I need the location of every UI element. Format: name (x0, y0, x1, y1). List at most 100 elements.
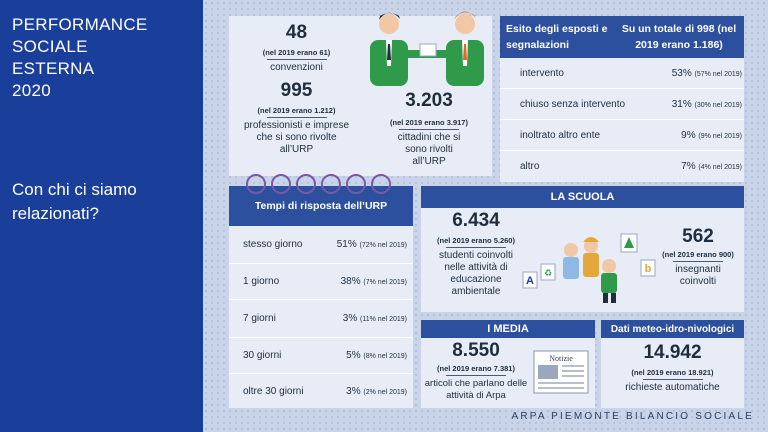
response-times-card: Tempi di risposta dell’URP stesso giorno… (229, 186, 413, 408)
media-header: I MEDIA (421, 320, 595, 338)
row-label: inoltrato altro ente (520, 129, 601, 141)
row-prev: (8% nel 2019) (363, 353, 407, 360)
list-item: inoltrato altro ente 9% (9% nel 2019) (500, 120, 744, 151)
school-header: LA SCUOLA (421, 186, 744, 208)
row-prev: (30% nel 2019) (694, 101, 742, 109)
row-value: 53% (57% nel 2019) (652, 68, 742, 79)
list-item: stesso giorno 51% (72% nel 2019) (229, 226, 413, 264)
requests-value: 14.942 (643, 342, 702, 363)
meteo-header: Dati meteo-idro-nivologici (601, 320, 744, 338)
list-item: chiuso senza intervento 31% (30% nel 201… (500, 89, 744, 120)
row-value: 5% (8% nel 2019) (329, 350, 407, 361)
row-prev: (4% nel 2019) (698, 164, 742, 171)
row-prev: (11% nel 2019) (360, 316, 407, 323)
recycle-card-icon (540, 263, 556, 281)
title-line: 2020 (12, 81, 52, 100)
row-pct: 9% (681, 129, 696, 141)
title-line: SOCIALE (12, 37, 88, 56)
conventions-label: convenzioni (270, 62, 323, 73)
teachers-value: 562 (682, 226, 714, 247)
document-icon (419, 43, 437, 57)
articles-prev: (nel 2019 erano 7.381) (437, 364, 515, 373)
sidebar-panel: PERFORMANCE SOCIALE ESTERNA 2020 Con chi… (0, 0, 203, 432)
child-head (564, 243, 578, 257)
title-line: PERFORMANCE (12, 15, 148, 34)
citizens-prev: (nel 2019 erano 3.917) (390, 118, 468, 127)
letter-card-icon (522, 271, 538, 289)
divider (266, 117, 327, 118)
requests-label: richieste automatiche (625, 382, 720, 393)
requests-prev: (nel 2019 erano 18.921) (631, 368, 714, 377)
divider (446, 375, 506, 376)
letter-a: A (526, 275, 534, 287)
row-label: stesso giorno (243, 239, 303, 250)
row-value: 7% (4% nel 2019) (652, 161, 742, 172)
divider (642, 379, 703, 380)
list-item: 1 giorno 38% (7% nel 2019) (229, 264, 413, 300)
divider (673, 261, 723, 262)
students-value: 6.434 (452, 210, 500, 231)
svg-text:♻: ♻ (544, 269, 552, 279)
row-label: 30 giorni (243, 350, 282, 361)
list-item: intervento 53% (57% nel 2019) (500, 58, 744, 89)
list-item: 7 giorni 3% (11% nel 2019) (229, 300, 413, 338)
row-pct: 5% (346, 350, 361, 361)
conventions-value: 48 (285, 22, 308, 43)
page-title: PERFORMANCE SOCIALE ESTERNA 2020 (12, 14, 148, 102)
professionals-prev: (nel 2019 erano 1.212) (257, 106, 336, 115)
divider (446, 247, 506, 248)
title-line: ESTERNA (12, 59, 95, 78)
row-pct: 53% (671, 67, 692, 79)
divider (399, 129, 459, 130)
articles-value: 8.550 (452, 340, 500, 361)
letter-card-icon (640, 259, 656, 277)
row-prev: (9% nel 2019) (698, 132, 742, 140)
students-prev: (nel 2019 erano 5.260) (437, 236, 515, 245)
reports-outcome-total: Su un totale di 998 (nel 2019 erano 1.18… (621, 23, 737, 51)
handshake-people-illustration (370, 11, 484, 86)
row-label: altro (520, 161, 540, 172)
page-subtitle: Con chi ci siamo relazionati? (12, 180, 137, 223)
reports-outcome-card: Esito degli esposti e segnalazioni Su un… (500, 16, 744, 182)
list-item: 30 giorni 5% (8% nel 2019) (229, 338, 413, 374)
row-label: oltre 30 giorni (243, 385, 304, 397)
row-pct: 31% (671, 98, 692, 110)
row-value: 3% (11% nel 2019) (329, 313, 407, 324)
reports-outcome-header: Esito degli esposti e segnalazioni Su un… (500, 16, 744, 58)
divider (266, 59, 327, 60)
professionals-value: 995 (280, 80, 313, 101)
letter-b: b (645, 263, 652, 275)
school-card: LA SCUOLA 6.434 (nel 2019 erano 5.260) s… (421, 186, 744, 312)
teachers-label: insegnanti coinvolti (675, 264, 721, 287)
row-prev: (72% nel 2019) (359, 242, 407, 249)
row-pct: 51% (336, 239, 357, 250)
students-label: studenti coinvolti nelle attività di edu… (439, 250, 513, 297)
list-item: oltre 30 giorni 3% (2% nel 2019) (229, 374, 413, 408)
row-pct: 3% (346, 385, 361, 397)
row-prev: (7% nel 2019) (363, 279, 407, 286)
row-pct: 3% (342, 313, 358, 324)
row-prev: (2% nel 2019) (363, 388, 407, 396)
conventions-prev: (nel 2019 erano 61) (262, 48, 331, 57)
professionals-label: professionisti e imprese che si sono riv… (243, 120, 350, 155)
row-label: 1 giorno (243, 276, 280, 287)
meteo-card: Dati meteo-idro-nivologici 14.942 (nel 2… (601, 320, 744, 408)
row-value: 3% (2% nel 2019) (329, 386, 407, 397)
children-illustration: A ♻ b (522, 233, 656, 303)
teachers-prev: (nel 2019 erano 900) (662, 250, 734, 259)
newspaper-title: Notizie (549, 354, 573, 363)
citizens-label: cittadini che si sono rivolti all’URP (397, 132, 461, 167)
articles-label: articoli che parlano delle attività di A… (424, 378, 528, 401)
row-value: 51% (72% nel 2019) (329, 239, 407, 250)
list-item: altro 7% (4% nel 2019) (500, 151, 744, 182)
media-card: I MEDIA 8.550 (nel 2019 erano 7.381) art… (421, 320, 595, 408)
binder-rings-icon (246, 174, 391, 194)
row-value: 31% (30% nel 2019) (652, 99, 742, 110)
reports-outcome-title: Esito degli esposti e segnalazioni (506, 23, 608, 51)
urp-card: 48 (nel 2019 erano 61) convenzioni 995 (… (229, 11, 492, 176)
row-pct: 38% (340, 276, 361, 287)
row-prev: (57% nel 2019) (694, 70, 742, 78)
row-value: 9% (9% nel 2019) (652, 130, 742, 141)
row-label: chiuso senza intervento (520, 98, 626, 110)
citizens-value: 3.203 (405, 90, 453, 111)
